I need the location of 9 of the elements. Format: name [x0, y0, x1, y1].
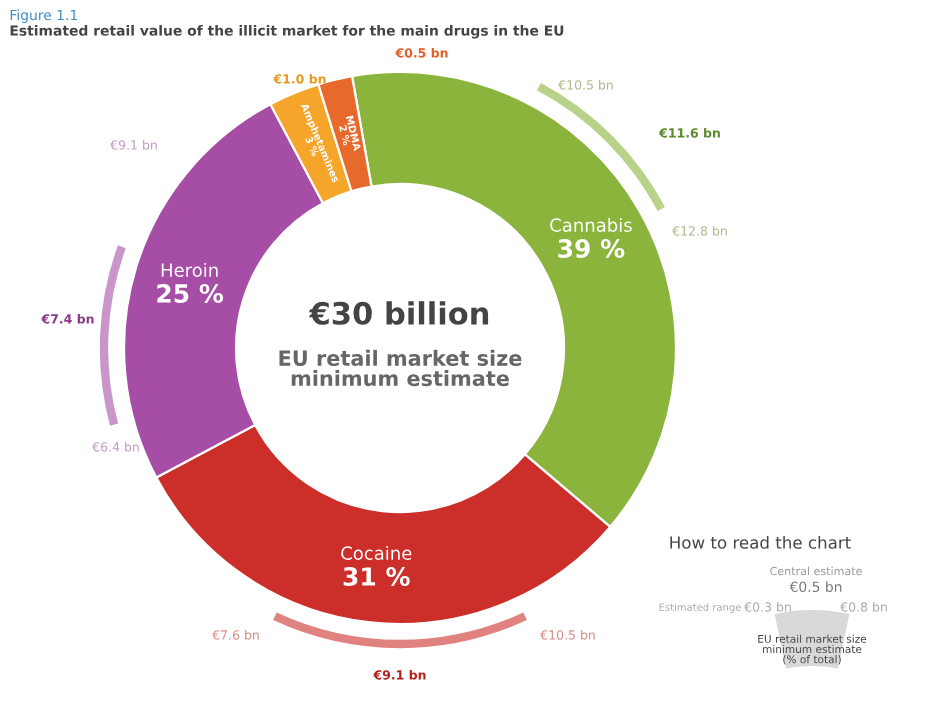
text: How to read the chart [670, 535, 851, 549]
text: EU retail market size minimum estimate [279, 349, 522, 387]
slice-label: Cannabis [550, 217, 632, 232]
slice-label: Cocaine [341, 545, 412, 560]
data-label: 31 % [343, 567, 410, 586]
data-label: 39 % [558, 239, 625, 258]
text: €30 billion [308, 301, 489, 325]
slice-label: Heroin [161, 262, 218, 277]
data-label: 25 % [157, 284, 224, 303]
